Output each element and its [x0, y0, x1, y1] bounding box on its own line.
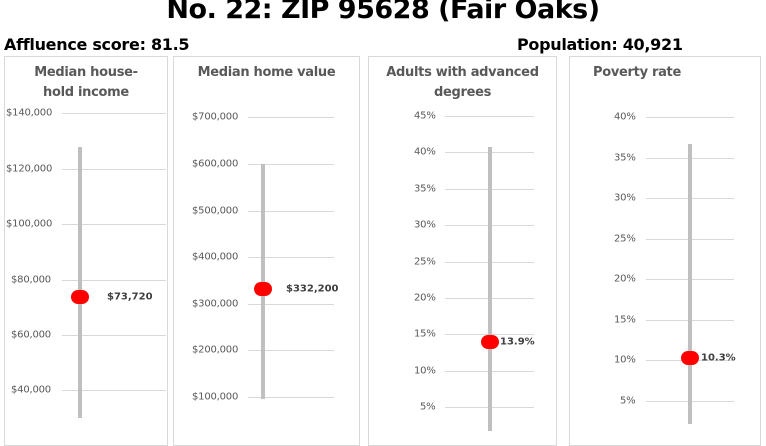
- chart-panel-advanced-degrees: Adults with advanced degrees: [368, 56, 557, 446]
- y-tick: 30%: [414, 219, 436, 231]
- value-label: $73,720: [107, 291, 153, 303]
- y-tick: 15%: [614, 314, 636, 326]
- y-tick: 35%: [414, 183, 436, 195]
- range-bar: [78, 147, 82, 418]
- y-tick: 45%: [414, 110, 436, 122]
- y-tick: 20%: [414, 292, 436, 304]
- gridline: [248, 304, 334, 305]
- value-label: $332,200: [286, 283, 339, 295]
- gridline: [248, 350, 334, 351]
- y-tick: 10%: [614, 354, 636, 366]
- y-tick: 10%: [414, 365, 436, 377]
- y-tick: $300,000: [192, 298, 239, 310]
- value-marker: [681, 351, 699, 365]
- gridline: [62, 335, 166, 336]
- gridline: [248, 164, 334, 165]
- value-marker: [481, 335, 499, 349]
- y-tick: 30%: [614, 192, 636, 204]
- y-tick: 25%: [614, 233, 636, 245]
- gridline: [62, 169, 166, 170]
- y-tick: $120,000: [6, 163, 53, 175]
- y-tick: $140,000: [6, 107, 53, 119]
- chart-title: Poverty rate: [593, 65, 681, 80]
- gridline: [62, 390, 166, 391]
- y-tick: $80,000: [11, 274, 51, 286]
- y-tick: $200,000: [192, 344, 239, 356]
- value-label: 13.9%: [500, 336, 535, 348]
- chart-panel-home-value: Median home value: [173, 56, 360, 446]
- y-tick: 5%: [420, 401, 436, 413]
- y-tick: 25%: [414, 256, 436, 268]
- gridline: [445, 116, 534, 117]
- value-label: 10.3%: [701, 352, 736, 364]
- y-tick: 40%: [614, 111, 636, 123]
- gridline: [248, 257, 334, 258]
- chart-panel-income: Median house-hold income: [4, 56, 168, 446]
- affluence-score: Affluence score: 81.5: [4, 35, 190, 54]
- y-tick: $60,000: [11, 329, 51, 341]
- y-tick: 40%: [414, 146, 436, 158]
- y-tick: $40,000: [11, 384, 51, 396]
- y-tick: 5%: [620, 395, 636, 407]
- y-tick: $100,000: [192, 391, 239, 403]
- y-tick: 15%: [414, 328, 436, 340]
- y-tick: 20%: [614, 273, 636, 285]
- chart-title: Adults with advanced degrees: [386, 65, 539, 100]
- range-bar: [688, 144, 692, 424]
- value-marker: [71, 290, 89, 304]
- gridline: [62, 113, 166, 114]
- chart-title: Median home value: [197, 65, 336, 80]
- y-tick: 35%: [614, 152, 636, 164]
- gridline: [62, 224, 166, 225]
- y-tick: $400,000: [192, 251, 239, 263]
- range-bar: [488, 147, 492, 431]
- y-tick: $100,000: [6, 218, 53, 230]
- y-tick: $700,000: [192, 111, 239, 123]
- chart-panel-poverty-rate: Poverty rate: [569, 56, 761, 446]
- y-tick: $600,000: [192, 158, 239, 170]
- value-marker: [254, 282, 272, 296]
- gridline: [248, 117, 334, 118]
- gridline: [62, 280, 166, 281]
- page-title: No. 22: ZIP 95628 (Fair Oaks): [166, 0, 600, 25]
- gridline: [646, 117, 734, 118]
- gridline: [248, 211, 334, 212]
- gridline: [248, 397, 334, 398]
- range-bar: [261, 164, 265, 399]
- y-tick: $500,000: [192, 205, 239, 217]
- chart-title: Median house-hold income: [34, 65, 138, 100]
- population: Population: 40,921: [517, 35, 683, 54]
